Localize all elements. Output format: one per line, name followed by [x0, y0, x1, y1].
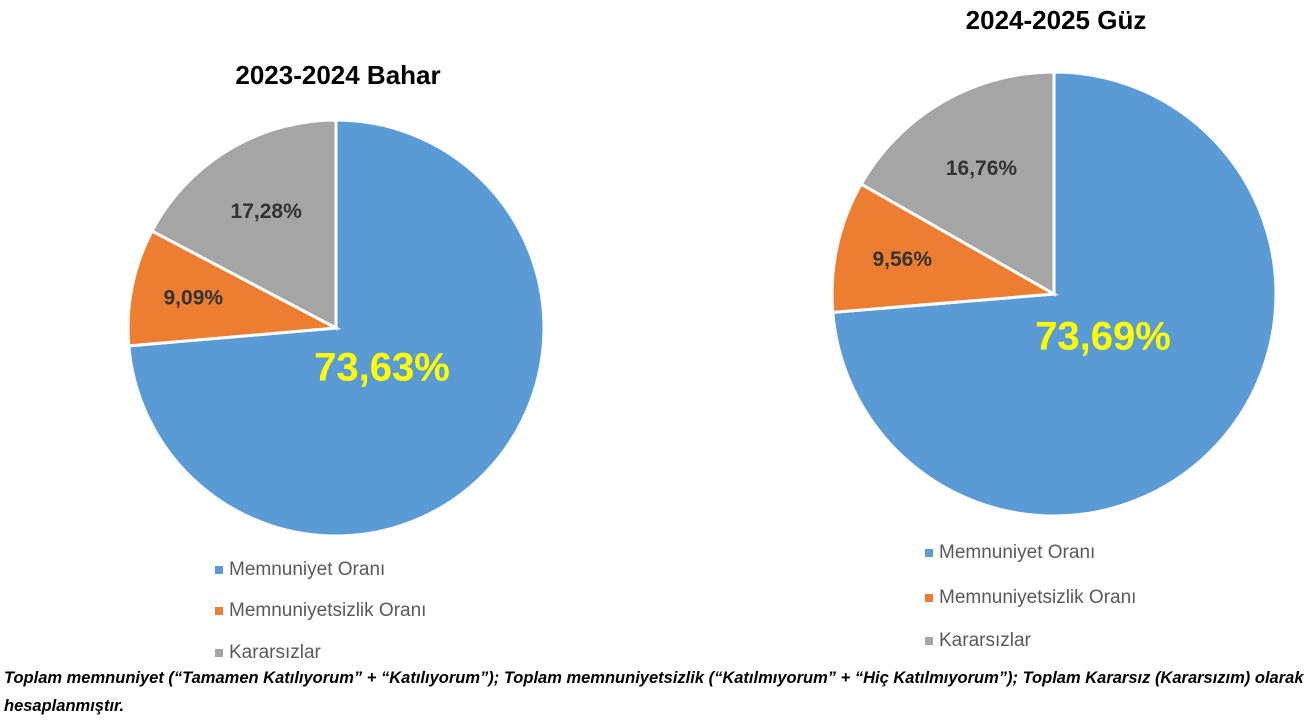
charts: 2023-2024 Bahar 73,63% 9,09% 17,28% Memnuniy…	[126, 5, 1278, 663]
legend-label: Memnuniyetsizlik Oranı	[229, 600, 426, 621]
data-label: 9,09%	[164, 287, 224, 310]
legend-swatch	[925, 549, 933, 557]
chart-title: 2024-2025 Güz	[966, 5, 1147, 35]
data-label: 16,76%	[946, 157, 1018, 180]
pie-slice	[126, 228, 342, 348]
caption: Toplam memnuniyet (“Tamamen Katılıyorum”…	[4, 669, 1304, 715]
data-label: 73,69%	[1035, 315, 1171, 359]
legend-label: Kararsızlar	[939, 630, 1032, 651]
legend-swatch	[215, 566, 223, 574]
legend-swatch	[215, 607, 223, 615]
legend-swatch	[925, 594, 933, 602]
legend-swatch	[215, 649, 223, 657]
legend-label: Memnuniyet Oranı	[229, 559, 385, 580]
legend-swatch	[925, 637, 933, 645]
pie-slice	[149, 118, 338, 331]
chart-title: 2023-2024 Bahar	[235, 60, 440, 90]
data-label: 9,56%	[872, 248, 932, 271]
data-label: 17,28%	[231, 200, 303, 223]
data-label: 73,63%	[314, 346, 450, 390]
legend-label: Kararsızlar	[229, 642, 322, 663]
legend-label: Memnuniyetsizlik Oranı	[939, 587, 1136, 608]
legend-label: Memnuniyet Oranı	[939, 542, 1095, 563]
pie-slice	[859, 70, 1056, 297]
pie-slice	[830, 182, 1059, 314]
